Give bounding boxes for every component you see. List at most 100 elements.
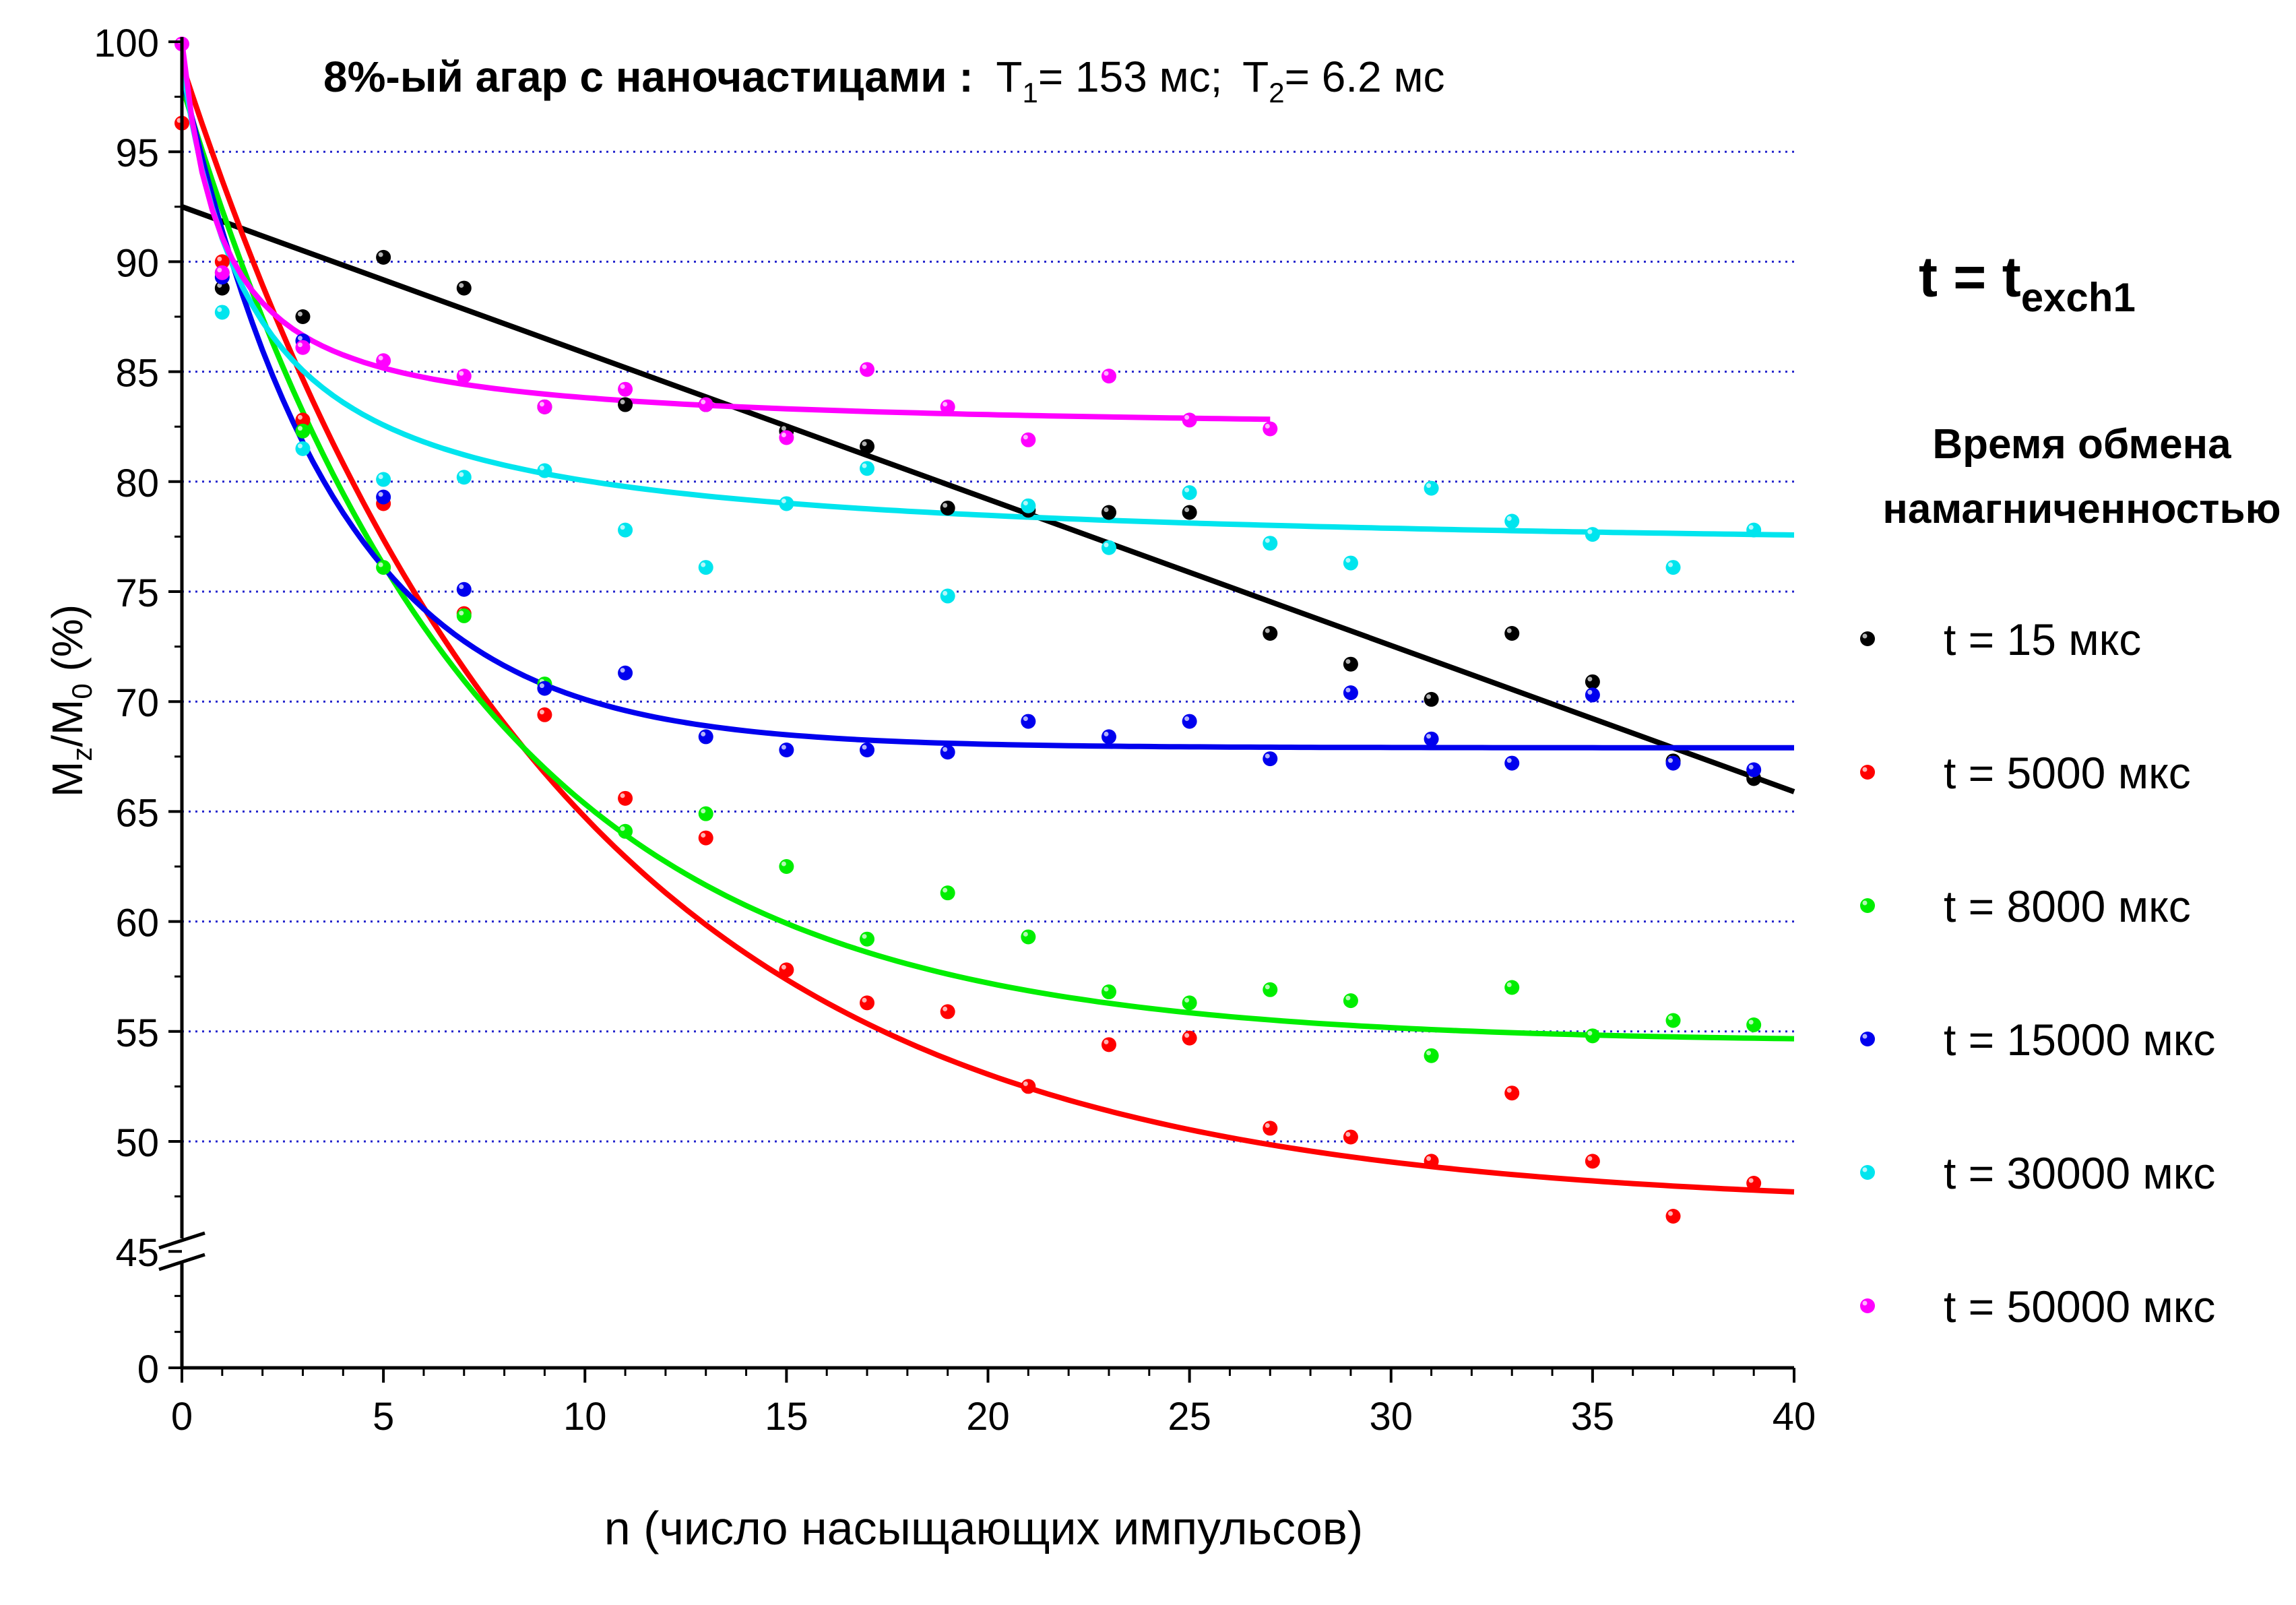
data-point-series-2	[1343, 993, 1358, 1009]
data-point-highlight	[1184, 507, 1190, 512]
data-point-series-2	[779, 859, 794, 874]
chart-title: 8%-ый агар с наночастицами : T1= 153 мс;…	[323, 53, 1445, 108]
data-point-series-3	[1504, 755, 1520, 771]
data-point-series-1	[940, 1004, 955, 1019]
data-point-highlight	[1104, 507, 1109, 512]
data-point-highlight	[943, 591, 948, 596]
data-point-highlight	[1265, 628, 1270, 633]
data-point-highlight	[539, 402, 544, 407]
data-point-series-5	[860, 362, 875, 377]
data-point-series-5	[940, 399, 955, 414]
y-tick-label: 100	[94, 22, 159, 65]
legend-marker-highlight	[1862, 633, 1868, 639]
data-point-series-0	[1585, 674, 1600, 689]
data-point-highlight	[1668, 1015, 1673, 1020]
data-point-highlight	[943, 887, 948, 893]
data-point-series-1	[1424, 1154, 1439, 1169]
legend-label-series-4: t = 30000 мкс	[1944, 1148, 2215, 1198]
data-point-series-3	[860, 743, 875, 758]
x-axis-label: n (число насыщающих импульсов)	[604, 1502, 1363, 1554]
data-point-series-3	[1343, 685, 1358, 701]
data-point-highlight	[1265, 423, 1270, 429]
legend-subtitle-line2: намагниченностью	[1882, 486, 2281, 532]
data-point-series-3	[1746, 762, 1762, 778]
data-point-highlight	[862, 441, 867, 447]
data-point-series-4	[1343, 555, 1358, 571]
data-point-series-5	[295, 340, 311, 355]
data-point-series-0	[456, 280, 472, 296]
chart-title-t1-value: = 153 мс;	[1038, 53, 1223, 101]
data-point-highlight	[378, 562, 383, 567]
legend-marker-highlight	[1862, 767, 1868, 772]
data-point-highlight	[620, 525, 625, 530]
data-point-highlight	[781, 964, 786, 970]
data-point-highlight	[1265, 538, 1270, 543]
data-point-series-3	[1021, 714, 1036, 729]
data-point-highlight	[297, 426, 302, 431]
data-point-highlight	[459, 283, 464, 288]
fit-curve-series-1	[182, 63, 1795, 1195]
y-tick-label: 70	[115, 681, 159, 725]
data-point-series-1	[1101, 1037, 1116, 1052]
data-point-highlight	[1345, 1131, 1351, 1137]
data-point-highlight	[217, 268, 222, 273]
data-point-highlight	[701, 400, 706, 405]
data-point-highlight	[297, 342, 302, 348]
data-point-highlight	[1345, 687, 1351, 693]
data-point-series-0	[618, 397, 633, 412]
data-point-highlight	[1748, 1019, 1754, 1025]
data-point-highlight	[1104, 731, 1109, 736]
data-point-highlight	[1506, 628, 1512, 633]
data-point-highlight	[701, 562, 706, 567]
y-axis-label: Mz/M0 (%)	[43, 604, 98, 797]
data-point-highlight	[459, 584, 464, 590]
data-point-series-2	[1585, 1028, 1600, 1044]
data-point-series-4	[537, 463, 552, 478]
data-point-highlight	[1668, 758, 1673, 763]
data-point-series-1	[698, 830, 713, 846]
data-point-highlight	[620, 826, 625, 831]
legend-marker-highlight	[1862, 900, 1868, 906]
data-point-series-3	[1101, 729, 1116, 745]
data-point-series-4	[376, 472, 391, 487]
fit-curve-series-3	[182, 74, 1794, 751]
chart-title-t2: T	[1242, 53, 1269, 101]
data-point-series-4	[1504, 513, 1520, 529]
data-point-highlight	[862, 463, 867, 468]
legend-marker-series-3	[1860, 1032, 1875, 1046]
data-point-series-5	[1182, 412, 1197, 428]
data-point-highlight	[378, 492, 383, 497]
data-point-highlight	[943, 503, 948, 508]
data-point-series-4	[1424, 480, 1439, 496]
data-point-series-4	[698, 560, 713, 575]
data-point-series-0	[376, 249, 391, 265]
data-point-series-4	[456, 470, 472, 485]
data-point-series-1	[1021, 1079, 1036, 1094]
data-point-highlight	[620, 400, 625, 405]
data-point-series-4	[1101, 540, 1116, 555]
x-tick-label: 5	[373, 1395, 394, 1439]
data-point-series-1	[537, 707, 552, 722]
data-point-highlight	[217, 307, 222, 312]
data-point-series-3	[376, 489, 391, 505]
legend-marker-series-1	[1860, 765, 1875, 780]
data-point-series-2	[1746, 1017, 1762, 1033]
data-point-highlight	[1184, 487, 1190, 493]
data-point-highlight	[1426, 1156, 1432, 1161]
data-point-highlight	[1426, 483, 1432, 489]
data-point-series-4	[1021, 498, 1036, 513]
fit-curve-series-0	[182, 204, 1795, 794]
legend-marker-highlight	[1862, 1300, 1868, 1306]
y-tick-label: 90	[115, 241, 159, 285]
data-point-series-5	[1101, 369, 1116, 384]
legend: t = 15 мкс t = 5000 мкс t = 8000 мкс t = 15…	[1860, 615, 2215, 1331]
data-point-series-4	[1182, 485, 1197, 501]
data-point-highlight	[1345, 995, 1351, 1001]
data-point-series-4	[214, 305, 230, 320]
y-tick-label: 60	[115, 902, 159, 945]
data-point-series-3	[698, 729, 713, 745]
data-point-highlight	[862, 997, 867, 1003]
data-point-series-3	[940, 745, 955, 760]
data-point-highlight	[781, 426, 786, 431]
data-point-highlight	[1426, 734, 1432, 739]
